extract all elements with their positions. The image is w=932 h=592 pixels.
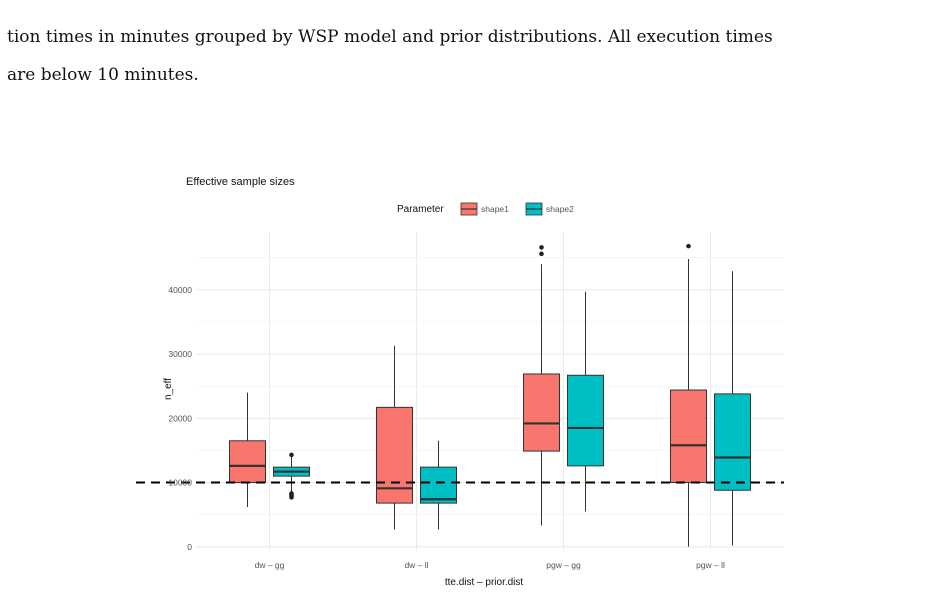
y-tick-label: 20000 [168, 413, 192, 423]
chart-title: Effective sample sizes [186, 176, 295, 188]
box-shape2-3 [714, 271, 751, 546]
y-tick-label: 0 [187, 542, 192, 552]
box-shape2-2 [567, 291, 604, 512]
box-shape1-2 [523, 245, 560, 526]
box-iqr [567, 374, 604, 467]
y-tick-label: 10000 [168, 478, 192, 488]
outlier-point [539, 245, 544, 250]
x-tick-label: dw – ll [404, 560, 428, 570]
box-iqr [523, 373, 560, 452]
x-tick-label: pgw – gg [546, 560, 581, 570]
y-tick-label: 40000 [168, 285, 192, 295]
x-tick-labels: dw – gg dw – ll pgw – gg pgw – ll [255, 560, 725, 570]
legend: Parameter shape1 shape2 [397, 202, 574, 216]
legend-label-shape2: shape2 [546, 204, 574, 214]
outlier-point [539, 251, 544, 257]
box-iqr [420, 466, 457, 504]
box-shape2-1 [420, 440, 457, 530]
y-tick-label: 30000 [168, 349, 192, 359]
box-shape1-3 [670, 243, 707, 547]
outlier-point [289, 452, 294, 458]
box-shape1-0 [229, 392, 266, 507]
box-shape1-1 [376, 345, 413, 530]
legend-label-shape1: shape1 [481, 204, 509, 214]
outlier-point [289, 491, 294, 496]
box-shape2-0 [273, 452, 310, 500]
box-iqr [229, 440, 266, 484]
box-iqr [376, 406, 413, 504]
x-tick-label: pgw – ll [696, 560, 725, 570]
outlier-point [686, 243, 691, 249]
x-tick-label: dw – gg [255, 560, 285, 570]
y-axis-label: n_eff [163, 378, 174, 400]
boxplot-marks [229, 243, 751, 547]
box-iqr [714, 393, 751, 491]
caption-line-2: are below 10 minutes. [7, 65, 199, 85]
caption-line-1: tion times in minutes grouped by WSP mod… [7, 27, 773, 47]
y-tick-labels: 0 10000 20000 30000 40000 [168, 285, 192, 552]
figure-caption: tion times in minutes grouped by WSP mod… [7, 18, 927, 94]
box-iqr [670, 389, 707, 484]
x-axis-label: tte.dist – prior.dist [445, 577, 524, 588]
legend-title: Parameter [397, 204, 444, 215]
